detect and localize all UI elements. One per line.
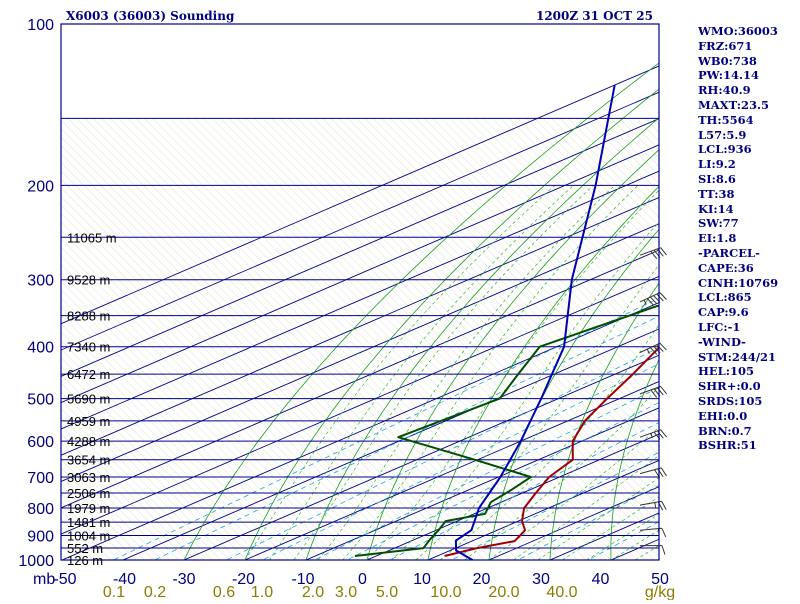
index-line: TT:38 bbox=[698, 187, 798, 202]
mixing-ratio-label: 3.0 bbox=[335, 584, 357, 600]
index-line: FRZ:671 bbox=[698, 39, 798, 54]
index-line: LCL:865 bbox=[698, 290, 798, 305]
index-line: CINH:10769 bbox=[698, 276, 798, 291]
height-label: 2506 m bbox=[67, 486, 110, 501]
index-line: HEL:105 bbox=[698, 364, 798, 379]
index-line: SHR+:0.0 bbox=[698, 379, 798, 394]
index-line: SI:8.6 bbox=[698, 172, 798, 187]
temp-tick-label: 40 bbox=[592, 571, 610, 588]
mixing-ratio-label: 0.2 bbox=[144, 584, 166, 600]
index-line: CAPE:36 bbox=[698, 261, 798, 276]
temp-tick-label: 0 bbox=[358, 571, 367, 588]
height-label: 3654 m bbox=[67, 453, 110, 468]
mixing-ratio-label: 5.0 bbox=[376, 584, 398, 600]
height-label: 9528 m bbox=[67, 273, 110, 288]
index-line: PW:14.14 bbox=[698, 68, 798, 83]
mixing-ratio-label: 0.1 bbox=[103, 584, 125, 600]
index-line: KI:14 bbox=[698, 202, 798, 217]
index-line: -PARCEL- bbox=[698, 246, 798, 261]
mixing-ratio-label: 0.6 bbox=[213, 584, 235, 600]
pressure-tick-label: 500 bbox=[27, 392, 54, 409]
pressure-tick-label: 1000 bbox=[18, 553, 54, 570]
x-unit-label: mb bbox=[33, 571, 55, 588]
mixing-ratio-label: 1.0 bbox=[251, 584, 273, 600]
index-line: -WIND- bbox=[698, 335, 798, 350]
height-label: 126 m bbox=[67, 553, 103, 568]
index-line: STM:244/21 bbox=[698, 350, 798, 365]
index-line: MAXT:23.5 bbox=[698, 98, 798, 113]
index-line: BSHR:51 bbox=[698, 438, 798, 453]
pressure-tick-label: 300 bbox=[27, 273, 54, 290]
pressure-tick-label: 400 bbox=[27, 340, 54, 357]
index-line: EI:1.8 bbox=[698, 231, 798, 246]
index-line: L57:5.9 bbox=[698, 128, 798, 143]
index-line: TH:5564 bbox=[698, 113, 798, 128]
height-label: 1979 m bbox=[67, 501, 110, 516]
height-label: 3063 m bbox=[67, 470, 110, 485]
height-label: 4959 m bbox=[67, 414, 110, 429]
temp-tick-label: -50 bbox=[53, 571, 76, 588]
index-line: BRN:0.7 bbox=[698, 424, 798, 439]
pressure-tick-label: 800 bbox=[27, 501, 54, 518]
pressure-tick-label: 600 bbox=[27, 434, 54, 451]
mixing-ratio-label: g/kg bbox=[645, 584, 675, 600]
index-line: LFC:-1 bbox=[698, 320, 798, 335]
temp-tick-label: 10 bbox=[413, 571, 431, 588]
mixing-ratio-label: 2.0 bbox=[302, 584, 324, 600]
pressure-tick-label: 700 bbox=[27, 470, 54, 487]
station-title: X6003 (36003) Sounding bbox=[66, 9, 235, 23]
index-line: LI:9.2 bbox=[698, 157, 798, 172]
time-title: 1200Z 31 OCT 25 bbox=[536, 9, 653, 23]
index-line: SRDS:105 bbox=[698, 394, 798, 409]
height-label: 5690 m bbox=[67, 392, 110, 407]
pressure-tick-label: 200 bbox=[27, 178, 54, 195]
height-label: 11065 m bbox=[67, 230, 117, 245]
height-label: 7340 m bbox=[67, 340, 110, 355]
mixing-ratio-label: 20.0 bbox=[488, 584, 519, 600]
index-line: LCL:936 bbox=[698, 142, 798, 157]
pressure-tick-label: 100 bbox=[27, 17, 54, 34]
height-label: 4288 m bbox=[67, 434, 110, 449]
mixing-ratio-label: 40.0 bbox=[546, 584, 577, 600]
pressure-tick-label: 900 bbox=[27, 528, 54, 545]
index-line: RH:40.9 bbox=[698, 83, 798, 98]
index-line: WB0:738 bbox=[698, 54, 798, 69]
index-line: WMO:36003 bbox=[698, 24, 798, 39]
index-line: EHI:0.0 bbox=[698, 409, 798, 424]
index-line: SW:77 bbox=[698, 216, 798, 231]
height-label: 8288 m bbox=[67, 309, 110, 324]
index-line: CAP:9.6 bbox=[698, 305, 798, 320]
temp-tick-label: -30 bbox=[172, 571, 195, 588]
mixing-ratio-label: 10.0 bbox=[430, 584, 461, 600]
height-label: 6472 m bbox=[67, 367, 110, 382]
